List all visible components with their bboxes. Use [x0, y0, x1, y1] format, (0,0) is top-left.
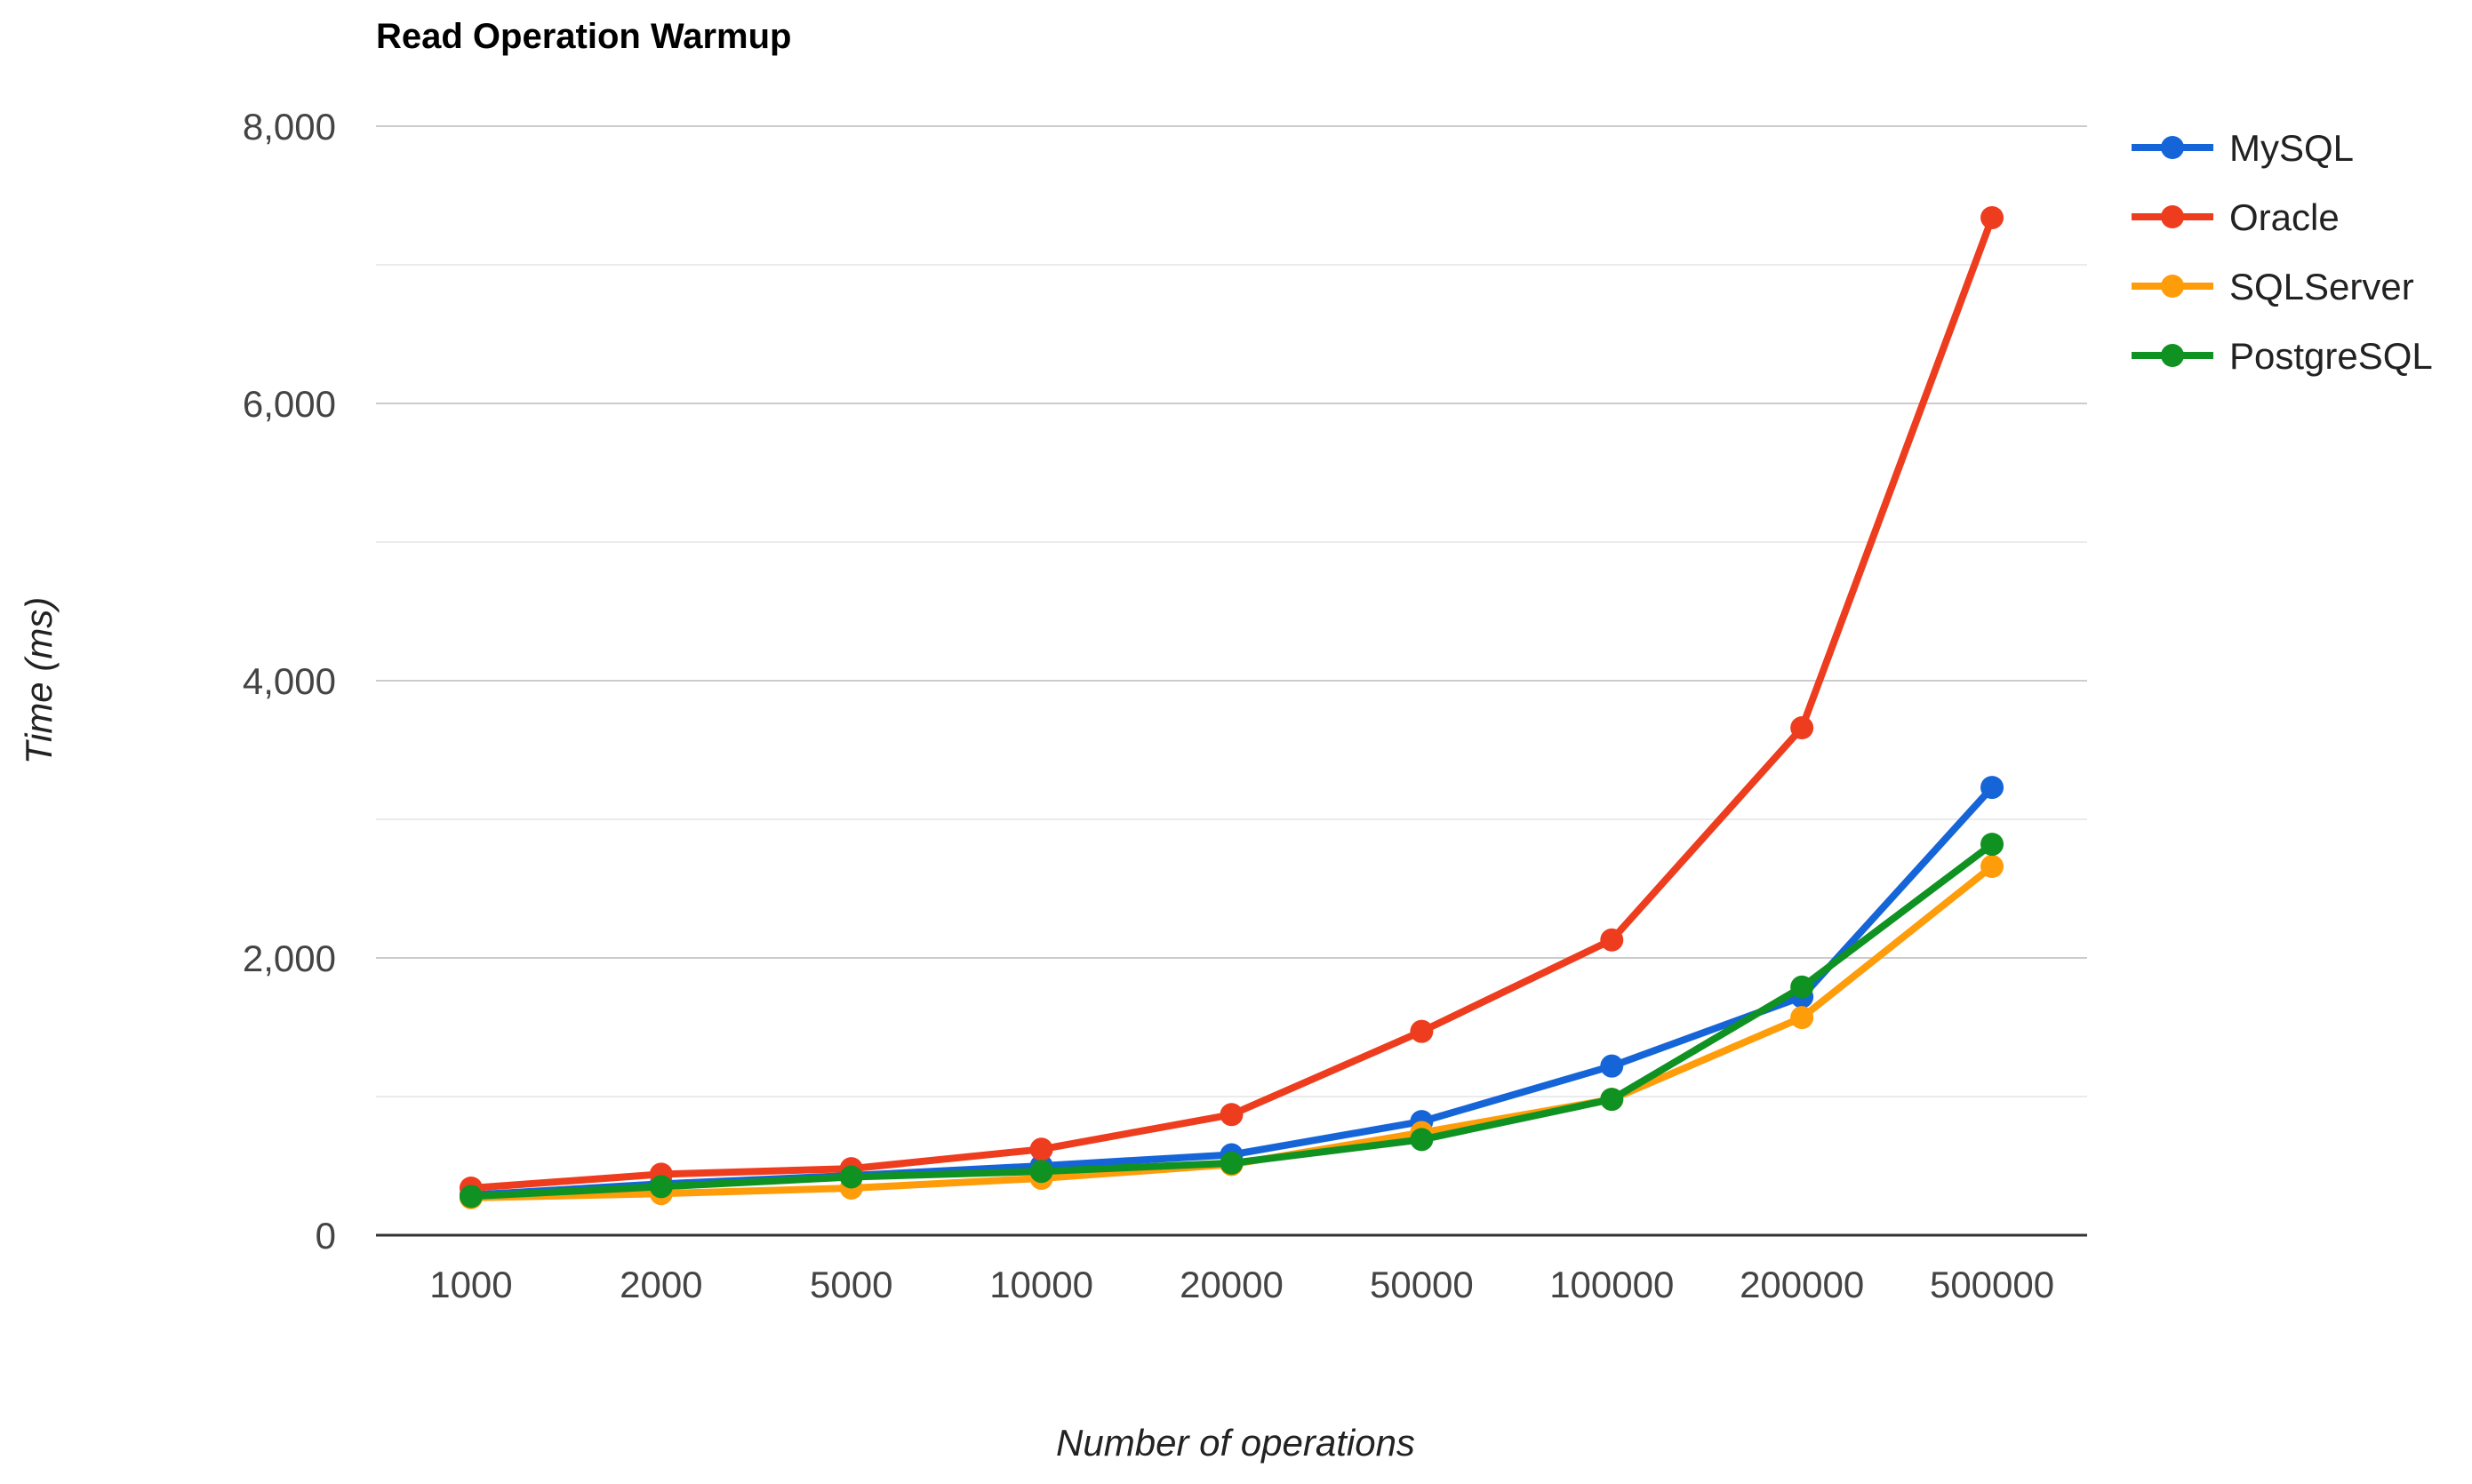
x-tick-label: 200000 — [1740, 1264, 1864, 1305]
series-oracle — [459, 205, 2004, 1200]
legend-item-mysql: MySQL — [2132, 127, 2354, 169]
chart-title: Read Operation Warmup — [376, 17, 791, 56]
x-tick-label: 10000 — [989, 1264, 1093, 1305]
data-point-oracle — [1980, 205, 2004, 229]
legend-swatch-marker — [2161, 205, 2184, 228]
legend-label: MySQL — [2229, 127, 2354, 169]
series-lines — [459, 205, 2004, 1209]
legend-item-sqlserver: SQLServer — [2132, 266, 2414, 307]
x-tick-label: 2000 — [620, 1264, 702, 1305]
data-point-postgresql — [839, 1165, 863, 1189]
series-mysql — [459, 776, 2004, 1207]
legend-swatch-marker — [2161, 136, 2184, 159]
y-axis-ticks: 0 2,000 4,000 6,000 8,000 — [243, 106, 336, 1257]
data-point-mysql — [1600, 1054, 1624, 1078]
data-point-oracle — [1220, 1103, 1244, 1127]
y-tick-label: 0 — [316, 1215, 336, 1257]
data-point-postgresql — [1220, 1151, 1244, 1175]
x-tick-label: 100000 — [1549, 1264, 1674, 1305]
legend-swatch-marker — [2161, 275, 2184, 298]
y-tick-label: 8,000 — [243, 106, 336, 148]
data-point-postgresql — [1790, 975, 1814, 999]
x-tick-label: 500000 — [1930, 1264, 2054, 1305]
data-point-postgresql — [1600, 1088, 1624, 1112]
data-point-oracle — [1790, 716, 1814, 740]
data-point-sqlserver — [1790, 1006, 1814, 1030]
legend-item-postgresql: PostgreSQL — [2132, 335, 2433, 377]
x-tick-label: 1000 — [429, 1264, 512, 1305]
y-tick-label: 6,000 — [243, 383, 336, 425]
data-point-postgresql — [1410, 1128, 1434, 1152]
x-axis-title: Number of operations — [1056, 1422, 1415, 1464]
data-point-mysql — [1980, 776, 2004, 800]
y-tick-label: 4,000 — [243, 660, 336, 702]
series-line-mysql — [467, 784, 1996, 1199]
y-tick-label: 2,000 — [243, 937, 336, 979]
series-line-oracle — [467, 214, 1996, 1192]
x-tick-label: 50000 — [1370, 1264, 1474, 1305]
legend-swatch-marker — [2161, 344, 2184, 367]
legend-label: SQLServer — [2229, 266, 2414, 307]
x-tick-label: 20000 — [1180, 1264, 1284, 1305]
data-point-postgresql — [1029, 1160, 1053, 1184]
legend-item-oracle: Oracle — [2132, 196, 2340, 238]
x-axis-ticks: 1000 2000 5000 10000 20000 50000 100000 200000 5… — [429, 1264, 2054, 1305]
legend: MySQL Oracle SQLServer PostgreSQL — [2132, 127, 2433, 377]
data-point-oracle — [1410, 1019, 1434, 1043]
legend-label: Oracle — [2229, 196, 2340, 238]
data-point-oracle — [1029, 1137, 1053, 1161]
y-axis-title: Time (ms) — [18, 597, 60, 765]
data-point-postgresql — [1980, 833, 2004, 857]
gridlines — [376, 125, 2087, 1097]
legend-label: PostgreSQL — [2229, 335, 2433, 377]
series-postgresql — [459, 833, 2004, 1209]
x-tick-label: 5000 — [810, 1264, 892, 1305]
data-point-sqlserver — [1980, 855, 2004, 879]
data-point-oracle — [1600, 928, 1624, 952]
data-point-postgresql — [649, 1175, 673, 1199]
data-point-postgresql — [459, 1185, 483, 1209]
